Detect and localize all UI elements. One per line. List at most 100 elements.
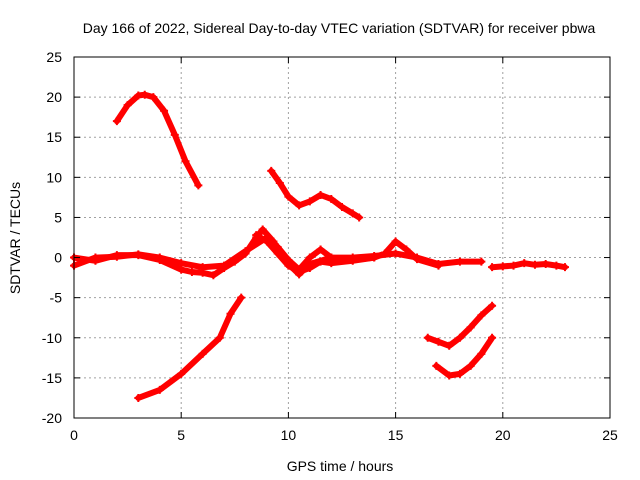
data-point [488, 263, 497, 272]
data-point [466, 323, 475, 332]
data-point [134, 393, 143, 402]
data-point [198, 349, 207, 358]
data-point [402, 245, 411, 254]
data-point [327, 194, 336, 203]
data-point [295, 267, 304, 276]
series-line [135, 294, 245, 401]
data-point [258, 225, 267, 234]
data-point [370, 253, 379, 262]
data-point [140, 90, 149, 99]
data-point [194, 181, 203, 190]
data-point [112, 252, 121, 261]
data-point [220, 261, 229, 270]
data-point [338, 203, 346, 212]
data-point [241, 247, 250, 256]
data-point [252, 231, 261, 240]
x-axis-label: GPS time / hours [287, 458, 394, 474]
data-point [455, 333, 464, 342]
data-point [134, 250, 143, 259]
data-point [327, 259, 336, 268]
y-tick-label: -10 [42, 330, 62, 346]
plot-frame [73, 56, 611, 419]
x-tick-label: 10 [281, 427, 297, 443]
data-point [187, 267, 196, 276]
data-point [530, 260, 539, 269]
x-tick-label: 20 [495, 427, 511, 443]
data-point [284, 261, 293, 270]
data-point [391, 237, 400, 246]
data-point [160, 106, 169, 115]
data-point [466, 361, 475, 370]
y-tick-label: -5 [50, 290, 63, 306]
y-tick-label: 5 [54, 209, 62, 225]
data-point [91, 253, 100, 262]
data-point [477, 257, 486, 266]
data-point [413, 255, 422, 264]
data-point [391, 249, 400, 258]
data-point [380, 249, 389, 258]
data-point [432, 361, 441, 370]
data-point [123, 101, 132, 110]
series-line [253, 232, 378, 275]
data-point [348, 209, 357, 218]
data-point [434, 261, 443, 270]
data-point [198, 263, 207, 272]
data-point [348, 256, 357, 265]
x-tick-labels: 0 5 10 15 20 25 [70, 427, 618, 443]
data-point [237, 293, 246, 302]
data-point [209, 271, 218, 280]
y-tick-label: 25 [46, 49, 62, 65]
series-arc-lower-right-lower [432, 333, 497, 380]
series-near-zero-right [488, 259, 569, 272]
x-tick-label: 15 [388, 427, 404, 443]
data-point [262, 237, 271, 246]
y-tick-label: 20 [46, 89, 62, 105]
data-point [445, 341, 454, 350]
data-point [305, 197, 314, 206]
data-point [273, 249, 282, 258]
series-arc-lower-left [134, 293, 246, 402]
data-point [498, 262, 507, 271]
y-tick-labels: -20 -15 -10 -5 0 5 10 15 20 25 [42, 49, 62, 426]
data-point [455, 369, 464, 378]
series-line [433, 334, 496, 379]
series-arc-upper-left [112, 90, 203, 190]
series-near-zero-c [252, 231, 379, 276]
series-layer [70, 90, 569, 402]
data-point [477, 311, 486, 320]
data-point [477, 349, 486, 358]
series-line [113, 91, 202, 189]
y-tick-label: -20 [42, 410, 62, 426]
data-point [541, 259, 550, 268]
data-point [305, 263, 314, 272]
data-point [181, 157, 190, 166]
data-point [155, 385, 164, 394]
x-tick-label: 25 [602, 427, 618, 443]
data-point [316, 190, 325, 199]
data-point [295, 201, 304, 210]
series-arc-lower-right-upper [423, 301, 497, 350]
data-point [177, 369, 186, 378]
data-point [552, 261, 561, 270]
axis-ticks [73, 56, 611, 419]
data-point [149, 93, 158, 102]
data-point [509, 261, 518, 270]
data-point [445, 371, 454, 380]
chart-title: Day 166 of 2022, Sidereal Day-to-day VTE… [83, 20, 596, 36]
y-tick-label: 10 [46, 169, 62, 185]
data-point [226, 309, 235, 318]
x-tick-label: 0 [70, 427, 78, 443]
data-point [177, 259, 186, 268]
y-tick-label: 0 [54, 250, 62, 266]
data-point [275, 178, 284, 187]
data-point [423, 333, 432, 342]
data-point [316, 257, 325, 266]
data-point [355, 213, 364, 222]
data-point [112, 117, 121, 126]
data-point [215, 333, 224, 342]
y-tick-label: 15 [46, 129, 62, 145]
data-point [316, 245, 325, 254]
y-axis-label: SDTVAR / TECUs [7, 182, 23, 294]
data-point [284, 192, 293, 201]
